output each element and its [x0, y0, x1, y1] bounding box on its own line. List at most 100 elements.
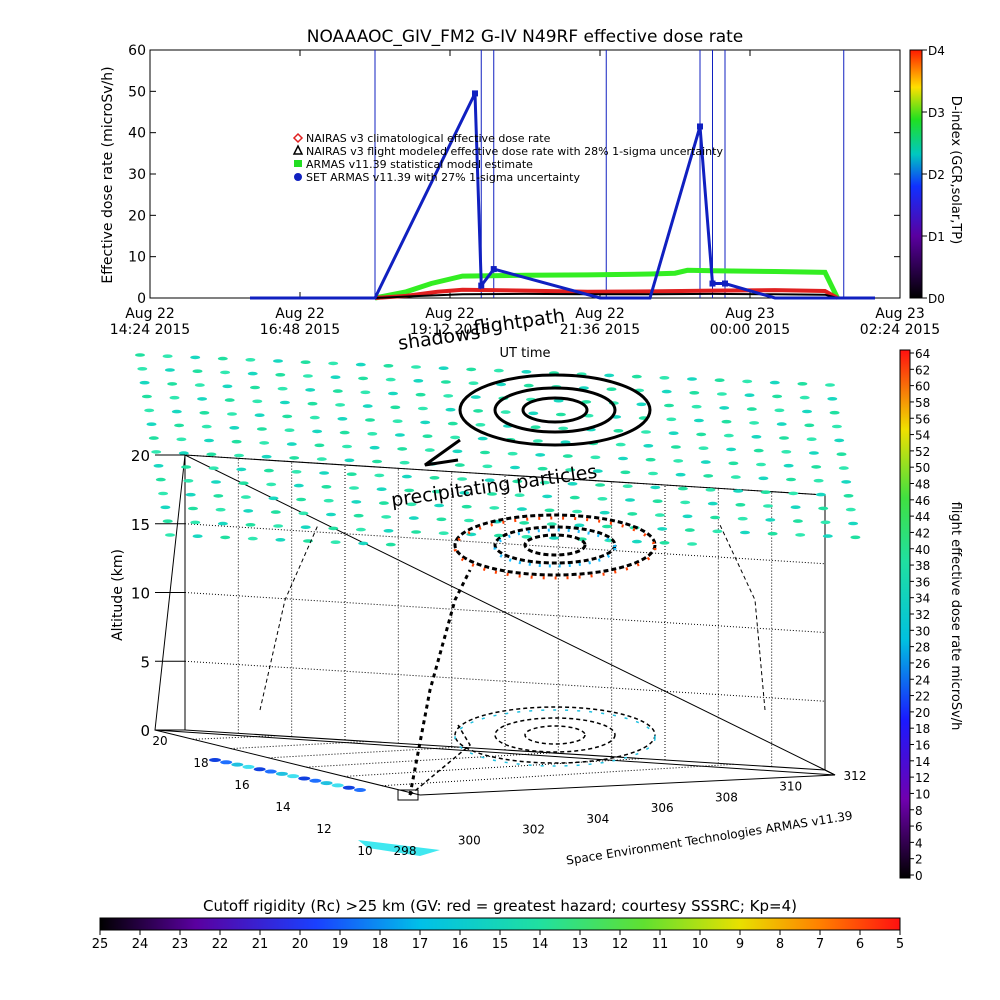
particle-mark [705, 488, 716, 492]
lon-tick-label: 304 [586, 812, 609, 826]
wall-shadow-left [259, 524, 319, 711]
particle-mark [319, 471, 330, 475]
particle-mark [452, 449, 463, 454]
wall-shadow-right [719, 524, 766, 711]
particle-mark [171, 409, 182, 414]
particle-mark [321, 485, 332, 489]
colorbar-tick-label: 14 [915, 755, 930, 769]
colorbar-tick-label: 54 [915, 429, 930, 443]
particle-mark [786, 477, 796, 482]
y-tick-label: 40 [128, 126, 146, 142]
particle-mark [337, 417, 348, 421]
particle-mark [512, 479, 523, 484]
colorbar-tick-label: 15 [492, 937, 509, 952]
particle-mark [815, 492, 826, 497]
particle-mark [312, 429, 323, 434]
particle-mark [411, 365, 421, 369]
particle-mark [270, 510, 281, 514]
colorbar-ticks: 0246810121416182022242628303234363840424… [910, 347, 930, 883]
particle-mark [650, 485, 661, 490]
particle-mark [351, 500, 362, 504]
rigidity-mark [209, 758, 221, 762]
particle-mark [208, 466, 219, 471]
colorbar-tick-label: 24 [915, 673, 930, 687]
particle-mark [392, 419, 403, 424]
particle-mark [234, 453, 244, 458]
colorbar-tick-label: 2 [915, 853, 923, 867]
particle-mark [500, 410, 511, 414]
particle-mark [330, 540, 341, 544]
longitude-ticks: 298 300 302 304 306 308 310 312 [394, 769, 867, 858]
precipitating-particles-field [135, 353, 861, 547]
particle-mark [779, 436, 789, 440]
particle-mark [693, 418, 704, 423]
particle-mark [181, 465, 192, 469]
particle-mark [273, 524, 284, 528]
diamond-marker-icon [292, 132, 304, 144]
particle-mark [521, 370, 532, 374]
lat-tick-label: 20 [152, 734, 167, 748]
colorbar-gradient [909, 49, 923, 299]
particle-mark [574, 523, 585, 528]
particle-mark [542, 494, 553, 499]
particle-mark [599, 510, 610, 515]
particle-mark [795, 533, 806, 537]
legend-item-nairas-clim: NAIRAS v3 climatological effective dose … [292, 132, 551, 145]
particle-mark [326, 512, 336, 517]
particle-mark [385, 377, 396, 382]
colorbar-tick-label: 19 [332, 937, 349, 952]
colorbar-tick-label: 12 [612, 937, 629, 952]
particle-mark [742, 379, 753, 384]
particle-mark [530, 425, 541, 430]
colorbar-tick-label: 18 [915, 722, 930, 736]
colorbar-tick-label: D2 [928, 168, 945, 182]
particle-mark [397, 447, 408, 451]
colorbar-tick-label: 10 [915, 787, 930, 801]
particle-mark [399, 460, 410, 465]
particle-mark [302, 374, 313, 378]
legend-label: SET ARMAS v11.39 with 27% 1-sigma uncert… [306, 171, 580, 184]
colorbar-tick-label: 17 [412, 937, 429, 952]
ground-loop [494, 717, 616, 753]
altitude-ticks: 0 5 10 15 20 [131, 447, 185, 740]
particle-mark [703, 474, 714, 478]
rigidity-mark [253, 767, 266, 772]
x-tick-label: Aug 23 [725, 306, 775, 322]
z-tick-label: 20 [131, 447, 150, 465]
y-axis-label: Effective dose rate (microSv/h) [100, 66, 116, 283]
particle-mark [792, 519, 803, 523]
colorbar-tick-label: 22 [212, 937, 229, 952]
colorbar-tick-label: 0 [915, 869, 923, 883]
data-point [709, 280, 716, 287]
particle-mark [477, 436, 488, 441]
particle-mark [657, 527, 668, 531]
rigidity-mark [264, 769, 277, 774]
rigidity-patch [358, 840, 440, 856]
particle-mark [176, 437, 187, 442]
particle-mark [769, 380, 780, 385]
particle-mark [806, 437, 817, 442]
particle-mark [834, 438, 845, 443]
particle-mark [261, 454, 272, 459]
particle-mark [250, 385, 260, 390]
rigidity-mark [231, 762, 244, 767]
rigidity-mark [342, 785, 355, 790]
floor-gridline [344, 758, 643, 777]
particle-mark [602, 524, 612, 529]
rigidity-mark [242, 764, 255, 769]
lat-tick-label: 12 [316, 822, 331, 836]
particle-mark [424, 448, 435, 452]
legend-label: NAIRAS v3 climatological effective dose … [306, 132, 551, 145]
particle-mark [606, 387, 617, 392]
colorbar-tick-label: 16 [915, 739, 930, 753]
particle-mark [831, 424, 842, 429]
data-point [490, 266, 497, 273]
colorbar-label: Cutoff rigidity (Rc) >25 km (GV: red = g… [203, 897, 797, 915]
series-line [374, 267, 840, 301]
particle-mark [162, 354, 173, 359]
particle-mark [740, 530, 750, 535]
particle-mark [137, 367, 148, 371]
colorbar-tick-label: 6 [856, 937, 864, 952]
particle-mark [514, 493, 525, 498]
